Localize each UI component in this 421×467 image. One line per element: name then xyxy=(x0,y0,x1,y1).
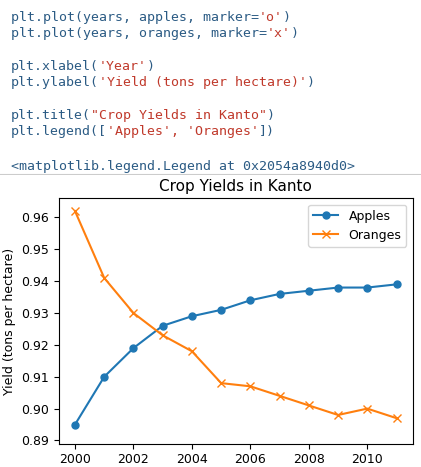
Apples xyxy=(306,288,312,294)
Text: ): ) xyxy=(282,11,290,24)
Line: Apples: Apples xyxy=(72,281,400,428)
Text: plt.legend([: plt.legend([ xyxy=(11,125,107,138)
Oranges xyxy=(248,383,253,389)
Oranges xyxy=(131,310,136,316)
Oranges xyxy=(365,406,370,411)
Oranges xyxy=(277,393,282,399)
Text: 'Yield (tons per hectare)': 'Yield (tons per hectare)' xyxy=(99,76,306,89)
Oranges xyxy=(306,403,312,408)
Text: plt.ylabel(: plt.ylabel( xyxy=(11,76,99,89)
Oranges xyxy=(394,415,399,421)
Apples xyxy=(160,323,165,329)
Text: 'x': 'x' xyxy=(266,27,290,40)
Apples xyxy=(365,285,370,290)
Apples xyxy=(72,422,77,427)
Apples xyxy=(277,291,282,297)
Line: Oranges: Oranges xyxy=(71,207,401,422)
Text: plt.title(: plt.title( xyxy=(11,109,91,122)
Apples xyxy=(394,282,399,287)
Text: ): ) xyxy=(147,60,155,73)
Y-axis label: Yield (tons per hectare): Yield (tons per hectare) xyxy=(3,248,16,395)
Oranges xyxy=(336,412,341,418)
Oranges xyxy=(189,348,195,354)
Text: ]): ]) xyxy=(258,125,274,138)
Text: plt.xlabel(: plt.xlabel( xyxy=(11,60,99,73)
Apples xyxy=(131,345,136,351)
Text: ): ) xyxy=(290,27,298,40)
Apples xyxy=(248,297,253,303)
Text: ): ) xyxy=(266,109,274,122)
Apples xyxy=(102,374,107,380)
Oranges xyxy=(160,333,165,338)
Text: 'Year': 'Year' xyxy=(99,60,147,73)
Apples xyxy=(336,285,341,290)
Title: Crop Yields in Kanto: Crop Yields in Kanto xyxy=(159,179,312,194)
Text: plt.plot(years, oranges, marker=: plt.plot(years, oranges, marker= xyxy=(11,27,266,40)
Text: <matplotlib.legend.Legend at 0x2054a8940d0>: <matplotlib.legend.Legend at 0x2054a8940… xyxy=(11,160,354,173)
Oranges xyxy=(218,380,224,386)
Text: plt.plot(years, apples, marker=: plt.plot(years, apples, marker= xyxy=(11,11,258,24)
Text: "Crop Yields in Kanto": "Crop Yields in Kanto" xyxy=(91,109,266,122)
Apples xyxy=(218,307,224,312)
Legend: Apples, Oranges: Apples, Oranges xyxy=(309,205,406,247)
Text: 'Apples', 'Oranges': 'Apples', 'Oranges' xyxy=(107,125,258,138)
Text: 'o': 'o' xyxy=(258,11,282,24)
Oranges xyxy=(72,208,77,214)
Text: ): ) xyxy=(306,76,314,89)
Apples xyxy=(189,313,195,319)
Oranges xyxy=(102,275,107,281)
